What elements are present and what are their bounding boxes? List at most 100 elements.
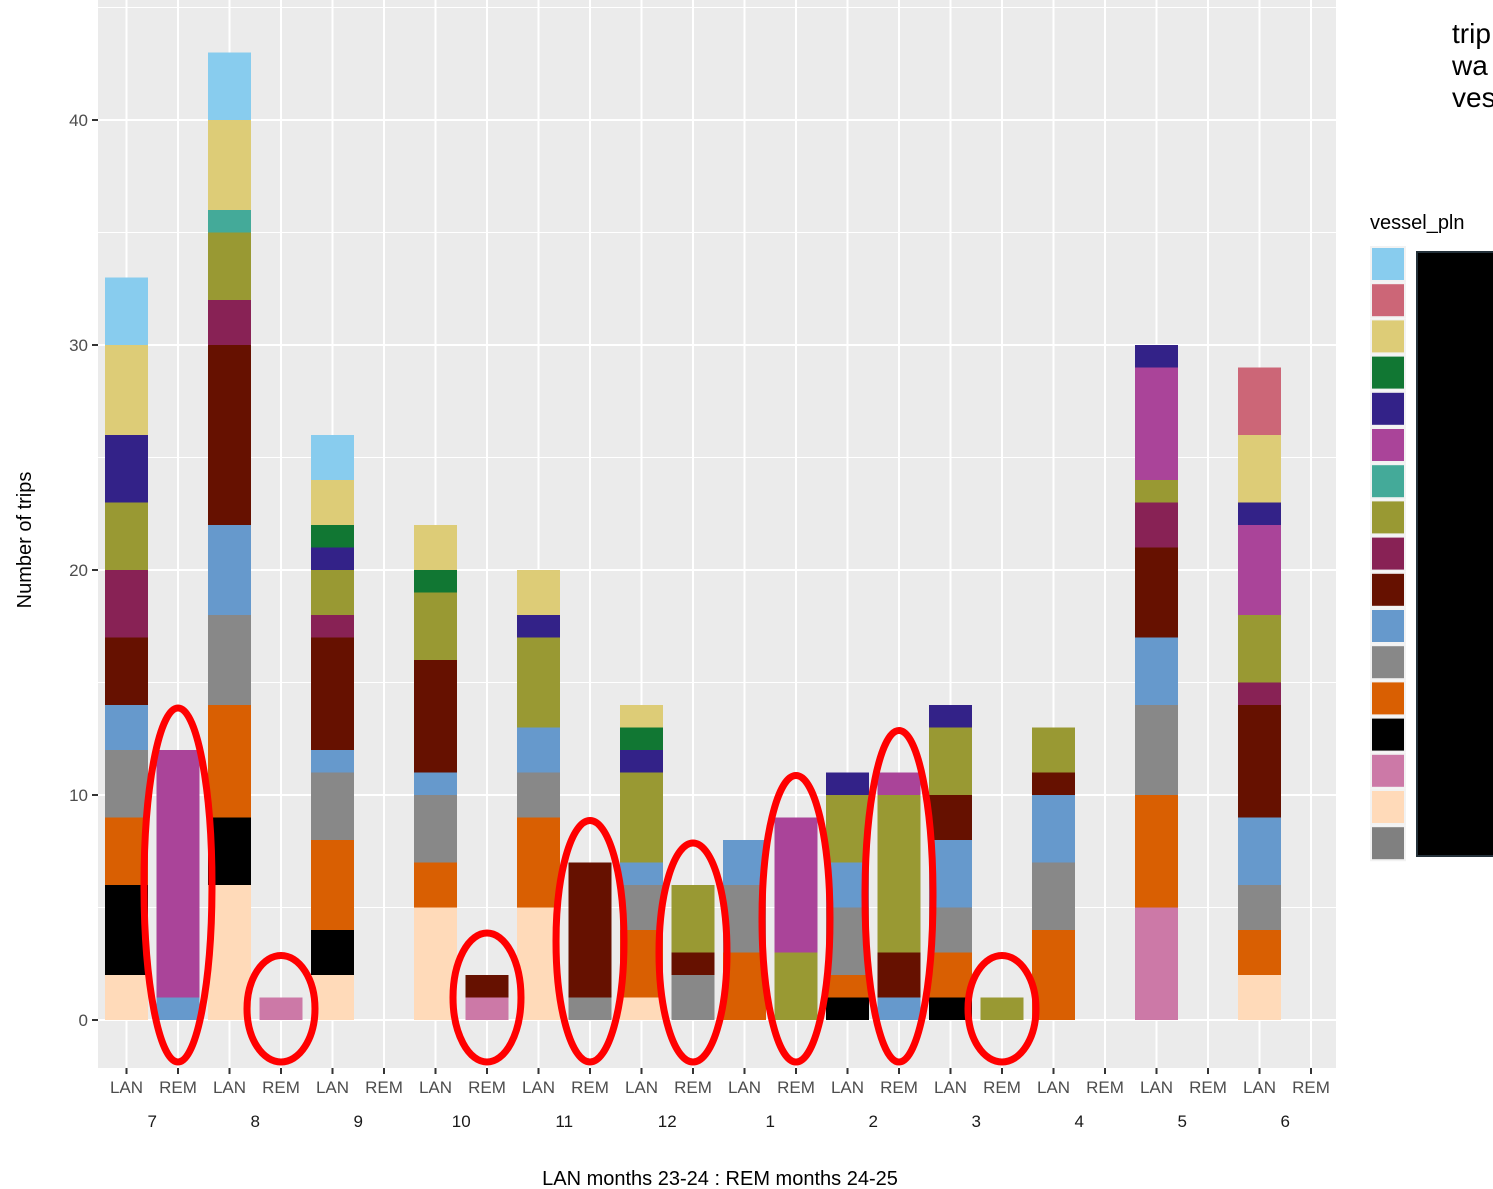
x-tick-label: REM (1189, 1078, 1227, 1097)
bar-segment (311, 570, 354, 615)
bar-segment (1032, 727, 1075, 773)
bar-segment (517, 570, 560, 615)
bar-segment (723, 840, 766, 885)
bar-segment (877, 997, 921, 1020)
corner-text-line: ves (1452, 82, 1493, 113)
bar-segment (105, 502, 148, 570)
bar-segment (517, 637, 560, 728)
x-axis-title: LAN months 23-24 : REM months 24-25 (542, 1168, 898, 1189)
bar-segment (620, 885, 663, 930)
bar-segment (1032, 795, 1075, 863)
bar-segment (208, 232, 251, 300)
group-label: 7 (148, 1112, 157, 1131)
bar-segment (877, 772, 921, 795)
redaction-box (1416, 251, 1493, 857)
bar-segment (568, 997, 612, 1020)
bar-segment (929, 952, 972, 998)
legend-key (1372, 573, 1404, 606)
bar-segment (1032, 772, 1075, 795)
legend-key (1372, 392, 1404, 425)
highlight-ellipse (243, 952, 319, 1066)
bar-segment (1135, 547, 1178, 638)
legend-key (1372, 429, 1404, 461)
bar-segment (826, 975, 869, 998)
x-tick-label: LAN (1140, 1078, 1173, 1097)
bar-segment (208, 615, 251, 705)
bar-segment (620, 750, 663, 773)
y-tick-label: 10 (69, 786, 88, 805)
x-tick-label: REM (983, 1078, 1021, 1097)
bar-segment (774, 817, 818, 953)
bar-segment (311, 435, 354, 480)
x-tick-label: REM (468, 1078, 506, 1097)
bar-segment (1238, 435, 1281, 503)
legend-key (1372, 537, 1404, 570)
group-label: 11 (555, 1112, 573, 1131)
bar-segment (1238, 975, 1281, 1020)
bar-segment (929, 795, 972, 840)
bar-segment (208, 525, 251, 615)
highlight-ellipse (964, 952, 1040, 1066)
bar-segment (156, 997, 200, 1020)
x-tick-label: LAN (934, 1078, 967, 1097)
bar-segment (980, 997, 1024, 1020)
y-axis: 0 10 20 30 40 (69, 111, 98, 1030)
bar-segment (671, 952, 715, 975)
bar-segment (826, 997, 869, 1020)
bar-segment (826, 772, 869, 795)
bar-segment (774, 952, 818, 1020)
bar-segment (259, 997, 303, 1020)
bar-segment (620, 772, 663, 863)
legend-key (1372, 356, 1404, 389)
bar-segment (671, 885, 715, 953)
bar-segment (414, 570, 457, 593)
legend-key (1372, 284, 1404, 317)
corner-text-line: wa (1452, 50, 1488, 81)
bar-segment (517, 615, 560, 638)
highlight-ellipse (758, 772, 834, 1066)
bar-segment (105, 345, 148, 435)
bar-segment (517, 727, 560, 773)
bar-segment (1135, 367, 1178, 480)
bar-segment (1135, 345, 1178, 368)
bar-segment (1135, 502, 1178, 548)
bar-segment (929, 705, 972, 728)
bar-segment (568, 862, 612, 998)
group-label: 8 (251, 1112, 260, 1131)
highlight-ellipse (552, 817, 628, 1066)
x-tick-label: REM (1086, 1078, 1124, 1097)
bar-segment (105, 570, 148, 638)
corner-text: trip wa ves (1452, 18, 1493, 114)
legend-key (1372, 610, 1404, 642)
x-tick-label: LAN (625, 1078, 658, 1097)
highlight-ellipse (861, 727, 937, 1066)
group-label: 9 (354, 1112, 363, 1131)
bar-segment (517, 817, 560, 908)
bar-segment (311, 525, 354, 548)
legend-key (1372, 501, 1404, 534)
highlight-ellipse (449, 929, 525, 1066)
x-tick-label: REM (880, 1078, 918, 1097)
bar-segment (311, 637, 354, 750)
group-label: 4 (1075, 1112, 1084, 1131)
bar-segment (1238, 525, 1281, 615)
bar-segment (1135, 907, 1178, 1020)
x-tick-label: REM (571, 1078, 609, 1097)
bar-segment (105, 975, 148, 1020)
bar-segment (1032, 862, 1075, 930)
x-tick-label: LAN (1037, 1078, 1070, 1097)
highlight-ellipse (655, 839, 731, 1066)
group-label: 5 (1178, 1112, 1187, 1131)
bar-segment (465, 975, 509, 998)
bar-segment (414, 862, 457, 908)
bar-segment (1238, 682, 1281, 705)
group-label: 12 (658, 1112, 677, 1131)
bar-segment (208, 300, 251, 345)
bar-segment (208, 120, 251, 210)
bar-segment (1238, 930, 1281, 975)
bar-segment (1135, 637, 1178, 705)
bar-segment (105, 637, 148, 705)
x-tick-label: LAN (1243, 1078, 1276, 1097)
y-tick-label: 40 (69, 111, 88, 130)
bar-segment (105, 277, 148, 345)
